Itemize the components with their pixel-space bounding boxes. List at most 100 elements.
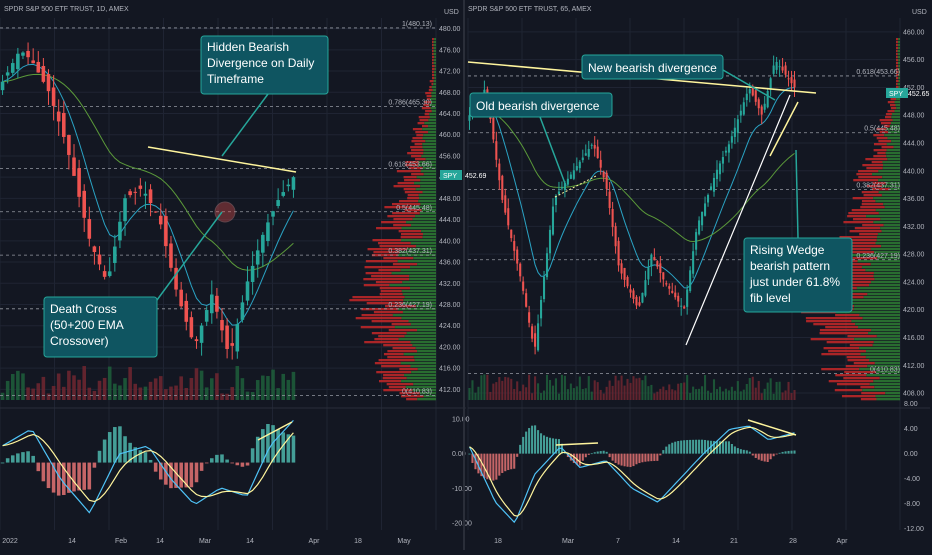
profile-sell-bar xyxy=(393,218,413,221)
profile-sell-bar xyxy=(392,347,416,350)
candle-body xyxy=(766,91,769,108)
profile-buy-bar xyxy=(420,179,436,182)
profile-buy-bar xyxy=(417,263,436,266)
histogram-bar xyxy=(751,453,754,456)
profile-buy-bar xyxy=(891,116,900,119)
profile-sell-bar xyxy=(405,161,419,164)
candle-body xyxy=(184,300,189,322)
volume-bar xyxy=(736,381,739,400)
profile-sell-bar xyxy=(810,338,855,341)
profile-buy-bar xyxy=(422,137,436,140)
volume-bar xyxy=(751,376,754,400)
profile-sell-bar xyxy=(388,386,406,389)
histogram-bar xyxy=(184,462,189,488)
candle-body xyxy=(695,232,698,250)
y-tick-label: 432.00 xyxy=(439,281,461,288)
histogram-bar xyxy=(199,462,204,471)
candle-body xyxy=(778,66,781,68)
volume-bar xyxy=(644,375,647,400)
profile-sell-bar xyxy=(416,134,424,137)
candle-body xyxy=(77,168,81,197)
histogram-bar xyxy=(626,453,629,467)
profile-sell-bar xyxy=(876,128,887,131)
profile-buy-bar xyxy=(897,44,900,47)
volume-bar xyxy=(77,379,81,400)
candle-body xyxy=(174,267,178,290)
profile-buy-bar xyxy=(414,359,436,362)
candle-body xyxy=(572,170,575,179)
profile-sell-bar xyxy=(379,245,417,248)
histogram-bar xyxy=(468,453,471,455)
callout-rising-wedge-line2: bearish pattern xyxy=(750,259,830,273)
profile-buy-bar xyxy=(419,197,436,200)
candle-body xyxy=(537,323,540,351)
histogram-bar xyxy=(21,452,25,463)
profile-sell-bar xyxy=(896,62,898,65)
candle-body xyxy=(701,211,704,226)
volume-bar xyxy=(757,380,760,400)
volume-bar xyxy=(766,382,769,400)
profile-sell-bar xyxy=(840,275,874,278)
volume-bar xyxy=(194,368,199,400)
volume-bar xyxy=(701,386,704,400)
profile-sell-bar xyxy=(378,380,402,383)
profile-buy-bar xyxy=(412,344,436,347)
wedge-lower-line xyxy=(685,94,791,346)
profile-sell-bar xyxy=(376,371,412,374)
y-tick-label: 424.00 xyxy=(903,279,925,286)
candle-body xyxy=(507,208,510,226)
volume-bar xyxy=(82,366,86,400)
histogram-bar xyxy=(635,453,638,465)
histogram-bar xyxy=(662,450,665,454)
candle-body xyxy=(569,174,572,179)
profile-buy-bar xyxy=(893,146,900,149)
profile-buy-bar xyxy=(401,227,436,230)
profile-buy-bar xyxy=(875,200,900,203)
profile-sell-bar xyxy=(381,365,411,368)
candle-body xyxy=(605,172,608,189)
y-tick-label: 460.00 xyxy=(903,29,925,36)
histogram-bar xyxy=(587,453,590,455)
profile-sell-bar xyxy=(352,296,405,299)
histogram-bar xyxy=(480,453,483,477)
profile-sell-bar xyxy=(361,314,393,317)
profile-buy-bar xyxy=(403,299,436,302)
profile-sell-bar xyxy=(837,278,875,281)
profile-sell-bar xyxy=(865,158,888,161)
histogram-bar xyxy=(291,435,296,463)
candle-body xyxy=(715,169,719,180)
candle-body xyxy=(276,200,280,207)
histogram-bar xyxy=(644,453,647,462)
profile-sell-bar xyxy=(414,143,423,146)
profile-buy-bar xyxy=(870,329,900,332)
candle-body xyxy=(680,305,683,307)
profile-buy-bar xyxy=(884,134,900,137)
histogram-bar xyxy=(647,453,650,462)
candle-body xyxy=(72,157,76,176)
histogram-bar xyxy=(632,453,635,467)
profile-sell-bar xyxy=(858,170,879,173)
candle-body xyxy=(662,272,665,280)
histogram-bar xyxy=(620,453,623,466)
y-tick-label: 452.00 xyxy=(903,85,925,92)
profile-buy-bar xyxy=(876,371,900,374)
histogram-bar xyxy=(153,462,158,472)
histogram-bar xyxy=(510,453,513,470)
profile-sell-bar xyxy=(401,233,423,236)
profile-buy-bar xyxy=(428,119,436,122)
histogram-bar xyxy=(578,453,581,466)
profile-sell-bar xyxy=(821,368,860,371)
profile-buy-bar xyxy=(874,278,900,281)
profile-sell-bar xyxy=(378,269,401,272)
profile-sell-bar xyxy=(384,305,416,308)
profile-sell-bar xyxy=(432,44,434,47)
volume-bar xyxy=(692,386,695,400)
histogram-bar xyxy=(143,452,148,463)
volume-bar xyxy=(158,376,163,400)
candle-body xyxy=(261,234,265,253)
volume-bar xyxy=(566,389,569,400)
profile-sell-bar xyxy=(851,209,876,212)
profile-sell-bar xyxy=(849,245,882,248)
histogram-bar xyxy=(261,429,265,463)
